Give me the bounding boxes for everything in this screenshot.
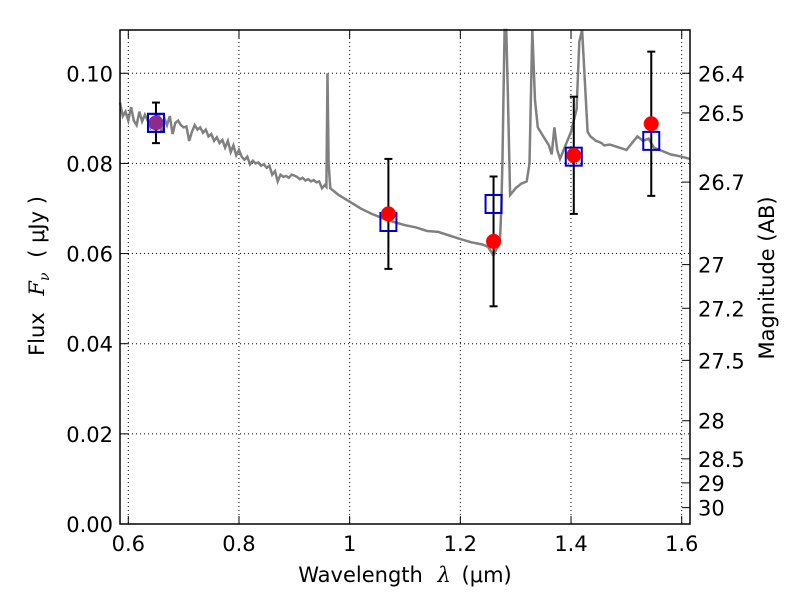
x-tick-label-1: 0.8 xyxy=(222,532,255,556)
y-axis-ticks: 0.00 0.02 0.04 0.06 0.08 0.10 xyxy=(66,62,128,537)
observed-point-0 xyxy=(148,115,164,131)
mag-tick-label-3: 27 xyxy=(698,254,725,278)
model-square-2 xyxy=(484,193,503,214)
y-axis-label: Flux Fν ( μJy ) xyxy=(25,196,54,356)
plot-area xyxy=(118,28,691,308)
observed-point-3 xyxy=(566,147,582,163)
model-photometry-squares xyxy=(146,112,661,233)
y-tick-label-5: 0.10 xyxy=(66,62,113,86)
mag-tick-label-1: 26.5 xyxy=(698,102,745,126)
mag-tick-label-7: 28.5 xyxy=(698,448,745,472)
model-spectrum-line xyxy=(118,28,691,259)
magnitude-axis-label: Magnitude (AB) xyxy=(755,196,779,359)
mag-tick-label-8: 29 xyxy=(698,472,725,496)
model-square-4 xyxy=(642,130,661,151)
x-tick-label-2: 1 xyxy=(343,532,356,556)
axes-frame xyxy=(119,29,691,525)
model-square-3 xyxy=(564,146,583,167)
observed-errorbars xyxy=(151,50,656,308)
observed-photometry-points xyxy=(146,112,659,249)
mag-tick-label-9: 30 xyxy=(698,497,725,521)
x-axis-label: Wavelength λ (μm) xyxy=(298,563,511,587)
observed-point-4 xyxy=(643,116,659,132)
x-tick-label-4: 1.4 xyxy=(554,532,587,556)
y-tick-label-3: 0.06 xyxy=(66,243,113,267)
mag-tick-label-6: 28 xyxy=(698,410,725,434)
mag-tick-label-4: 27.2 xyxy=(698,297,745,321)
y-tick-label-0: 0.00 xyxy=(66,513,113,537)
y-tick-label-2: 0.04 xyxy=(66,333,113,357)
x-axis-ticks: 0.6 0.8 1 1.2 1.4 1.6 xyxy=(112,30,698,556)
grid-lines xyxy=(120,30,690,524)
x-tick-label-3: 1.2 xyxy=(444,532,477,556)
x-tick-label-0: 0.6 xyxy=(112,532,145,556)
x-tick-label-5: 1.6 xyxy=(665,532,698,556)
observed-point-1 xyxy=(380,206,396,222)
y-tick-label-1: 0.02 xyxy=(66,423,113,447)
model-square-overlay-0 xyxy=(146,112,165,133)
observed-point-2 xyxy=(486,233,502,249)
mag-tick-label-2: 26.7 xyxy=(698,171,745,195)
mag-tick-label-0: 26.4 xyxy=(698,62,745,86)
mag-tick-label-5: 27.5 xyxy=(698,349,745,373)
y-tick-label-4: 0.08 xyxy=(66,152,113,176)
